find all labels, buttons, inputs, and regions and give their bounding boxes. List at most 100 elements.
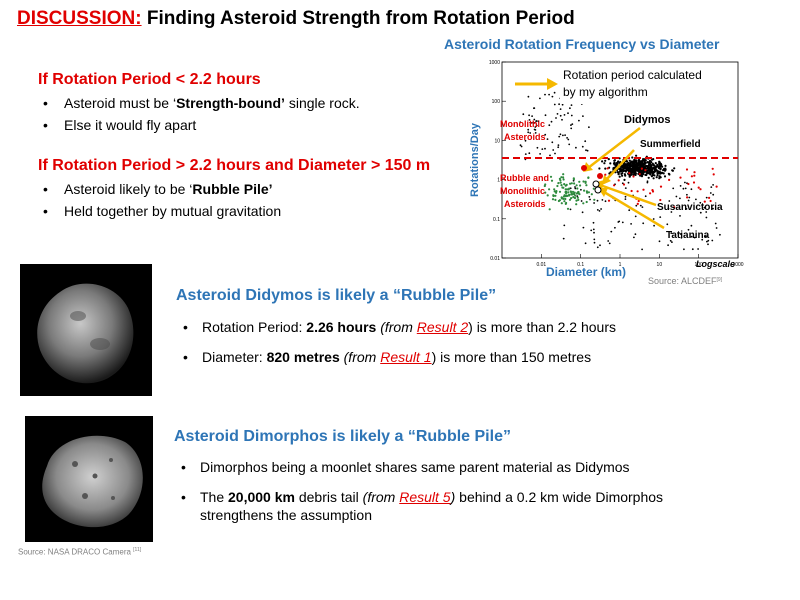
annotation-box: [560, 64, 736, 104]
data-point: [569, 182, 572, 185]
data-point: [553, 103, 556, 106]
data-point: [634, 215, 637, 218]
data-point: [690, 175, 694, 178]
dimorphos-b2-from: (from: [362, 489, 400, 505]
data-point: [543, 184, 546, 188]
data-point: [685, 208, 688, 210]
data-point: [712, 184, 714, 186]
data-point: [708, 196, 711, 199]
data-point: [549, 154, 551, 157]
data-point: [576, 191, 580, 195]
logscale-note: Logscale: [696, 259, 735, 269]
data-point: [618, 175, 621, 178]
rotation-chart: 0.01 0.1 1 10 100 1000 0.01 0.1 1 10 100 1000 Rotat…: [469, 60, 744, 286]
data-point: [560, 176, 563, 179]
x-tick-label: 0.1: [577, 262, 584, 268]
data-point: [533, 122, 536, 124]
data-point: [528, 119, 531, 121]
data-point: [593, 238, 596, 241]
region-mono-line1: Monolithic: [500, 119, 545, 129]
data-point: [592, 228, 595, 231]
data-point: [593, 198, 596, 201]
data-point: [527, 131, 530, 134]
data-point: [576, 187, 579, 190]
data-point: [564, 134, 566, 137]
data-point: [679, 215, 681, 217]
didymos-result2-link[interactable]: Result 2: [416, 319, 469, 335]
data-point: [623, 167, 626, 170]
data-point: [524, 139, 527, 142]
data-point: [646, 181, 649, 184]
data-point: [555, 191, 558, 194]
data-point: [711, 167, 714, 170]
data-point: [690, 235, 693, 238]
dimorphos-list: Dimorphos being a moonlet shares same pa…: [174, 458, 774, 536]
data-point: [554, 152, 556, 155]
data-point: [589, 198, 591, 201]
data-point: [536, 146, 539, 149]
dimorphos-b2-close: ): [450, 489, 456, 505]
data-point: [524, 153, 527, 156]
data-point: [640, 174, 643, 177]
data-point: [685, 168, 689, 171]
didymos-b1-from: (from: [376, 319, 417, 335]
data-point: [707, 239, 710, 242]
chart-source: Source: ALCDEF[9]: [648, 276, 723, 286]
data-point: [604, 200, 607, 203]
region-mono-line2: Asteroids: [504, 132, 546, 142]
data-point: [584, 242, 587, 245]
data-point: [557, 144, 560, 147]
data-point: [558, 103, 560, 106]
dimorphos-result5-link[interactable]: Result 5: [399, 489, 451, 505]
data-point: [560, 202, 563, 205]
data-point: [684, 181, 686, 184]
data-point: [581, 145, 584, 148]
data-point: [617, 221, 620, 223]
data-point: [548, 208, 551, 211]
data-point: [534, 132, 537, 134]
data-point: [552, 194, 555, 197]
data-point: [573, 182, 576, 185]
data-point: [652, 177, 655, 180]
data-point: [563, 114, 566, 116]
data-point: [534, 126, 537, 128]
data-point: [552, 149, 555, 151]
data-point: [675, 195, 678, 198]
data-point: [570, 114, 573, 117]
data-point: [659, 185, 663, 188]
data-point: [673, 206, 676, 209]
data-point: [629, 161, 632, 164]
data-point: [654, 166, 657, 169]
title-text: Finding Asteroid Strength from Rotation …: [141, 8, 575, 29]
data-point: [687, 182, 690, 186]
data-point: [624, 195, 627, 198]
data-point: [544, 133, 547, 136]
photo-source-text: Source: NASA DRACO Camera: [18, 547, 131, 557]
data-point: [553, 91, 556, 94]
data-point: [649, 192, 652, 195]
data-point: [621, 172, 624, 175]
didymos-result1-link[interactable]: Result 1: [380, 349, 432, 365]
dimorphos-bullet1: Dimorphos being a moonlet shares same pa…: [174, 458, 774, 476]
data-point: [649, 173, 652, 176]
data-point: [709, 192, 712, 194]
data-point: [650, 175, 654, 178]
rule1-bullet2: Else it would fly apart: [36, 114, 360, 136]
data-point: [624, 198, 627, 201]
data-point: [651, 167, 654, 170]
data-point: [569, 107, 571, 110]
data-point: [671, 241, 673, 244]
data-point: [706, 240, 708, 243]
data-point: [567, 191, 570, 194]
data-point: [564, 202, 567, 205]
data-point: [610, 230, 613, 233]
rule2-list: Asteroid likely to be ‘Rubble Pile’ Held…: [36, 178, 281, 222]
data-point: [548, 93, 550, 96]
data-point: [688, 196, 691, 199]
data-point: [554, 198, 557, 201]
data-point: [596, 209, 599, 211]
data-point: [633, 162, 636, 165]
data-point: [642, 222, 645, 225]
data-point: [562, 173, 565, 176]
chart-title: Asteroid Rotation Frequency vs Diameter: [444, 36, 720, 52]
